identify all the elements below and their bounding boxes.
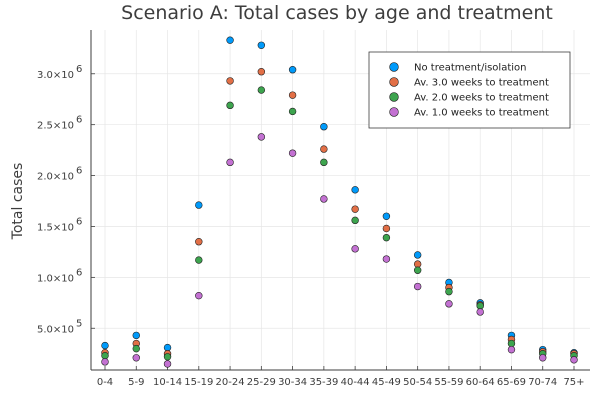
data-point [257, 133, 266, 141]
y-axis-label: Total cases [10, 163, 26, 241]
data-point [101, 341, 109, 350]
legend-marker [389, 62, 399, 72]
y-tick-exponent: 6 [76, 267, 82, 278]
data-point [195, 291, 203, 300]
data-point [445, 287, 453, 296]
y-tick-exponent: 6 [76, 166, 82, 177]
data-point [570, 356, 578, 364]
y-tick-label: 3.0×10 [37, 70, 74, 81]
data-point [288, 107, 297, 116]
data-point [320, 145, 328, 153]
chart-title: Scenario A: Total cases by age and treat… [121, 2, 553, 24]
data-point [288, 91, 297, 99]
legend-marker [389, 107, 399, 117]
data-point [226, 101, 234, 110]
data-point [445, 300, 453, 308]
data-point [382, 255, 391, 263]
data-point [163, 353, 172, 361]
data-point [507, 345, 516, 354]
y-tick-label: 1.0×10 [37, 273, 74, 284]
data-point [351, 245, 359, 253]
x-tick-label: 65-69 [497, 377, 526, 388]
x-tick-label: 25-29 [247, 377, 276, 388]
legend-box [368, 51, 571, 129]
x-tick-label: 15-19 [184, 377, 213, 388]
data-point [351, 186, 359, 194]
y-tick-exponent: 6 [76, 64, 82, 75]
y-ticks: 5.0×1051.0×1061.5×1062.0×1062.5×1063.0×1… [37, 64, 95, 335]
data-point [257, 86, 266, 94]
data-point [413, 266, 422, 274]
y-tick-exponent: 6 [76, 115, 82, 126]
x-tick-label: 10-14 [153, 377, 182, 388]
data-point [226, 36, 234, 44]
data-point [288, 66, 297, 74]
data-point [195, 201, 203, 209]
data-point [101, 358, 109, 366]
x-tick-label: 70-74 [528, 377, 557, 388]
data-point [195, 238, 203, 246]
x-tick-label: 20-24 [216, 377, 245, 388]
data-point [507, 339, 516, 348]
data-point [132, 331, 140, 340]
data-point [351, 216, 359, 225]
data-point [132, 354, 140, 362]
data-point [476, 302, 484, 310]
legend: No treatment/isolation Av. 3.0 weeks to t… [368, 51, 571, 129]
y-tick-label: 2.5×10 [37, 121, 74, 132]
data-point [382, 233, 391, 242]
x-tick-label: 55-59 [434, 377, 463, 388]
legend-label: No treatment/isolation [414, 63, 526, 74]
legend-label: Av. 2.0 weeks to treatment [414, 93, 549, 104]
data-point [226, 158, 234, 167]
data-point [539, 354, 547, 362]
y-tick-label: 2.0×10 [37, 172, 74, 183]
x-ticks: 0-4 5-9 10-14 15-19 20-24 25-29 30-34 35-39 40-4… [97, 366, 585, 388]
data-point [413, 260, 422, 268]
y-tick-label: 1.5×10 [37, 222, 74, 233]
x-tick-label: 60-64 [466, 377, 495, 388]
data-point [101, 352, 109, 360]
data-point [413, 251, 422, 259]
data-point [320, 158, 328, 167]
x-tick-label: 45-49 [372, 377, 401, 388]
data-point [413, 282, 422, 291]
y-tick-label: 5.0×10 [37, 324, 74, 335]
data-point [195, 256, 203, 264]
legend-label: Av. 1.0 weeks to treatment [414, 108, 549, 119]
data-point [351, 205, 359, 213]
data-point [163, 343, 172, 352]
data-point [476, 308, 484, 316]
x-tick-label: 0-4 [97, 377, 113, 388]
x-tick-label: 35-39 [309, 377, 338, 388]
x-tick-label: 5-9 [128, 377, 144, 388]
data-point [320, 123, 328, 131]
x-tick-label: 40-44 [341, 377, 370, 388]
data-point [382, 212, 391, 220]
data-point [257, 68, 266, 76]
y-tick-exponent: 6 [76, 216, 82, 227]
data-point [320, 195, 328, 203]
data-points [101, 36, 578, 368]
legend-label: Av. 3.0 weeks to treatment [414, 78, 549, 89]
data-point [257, 41, 266, 49]
data-point [163, 360, 172, 368]
x-tick-label: 50-54 [403, 377, 432, 388]
data-point [382, 224, 391, 233]
legend-marker [389, 77, 399, 87]
y-tick-exponent: 5 [76, 318, 82, 329]
x-tick-label: 30-34 [278, 377, 307, 388]
legend-marker [389, 92, 399, 102]
data-point [132, 344, 140, 353]
data-point [226, 77, 234, 85]
x-tick-label: 75+ [563, 377, 584, 388]
data-point [288, 149, 297, 157]
